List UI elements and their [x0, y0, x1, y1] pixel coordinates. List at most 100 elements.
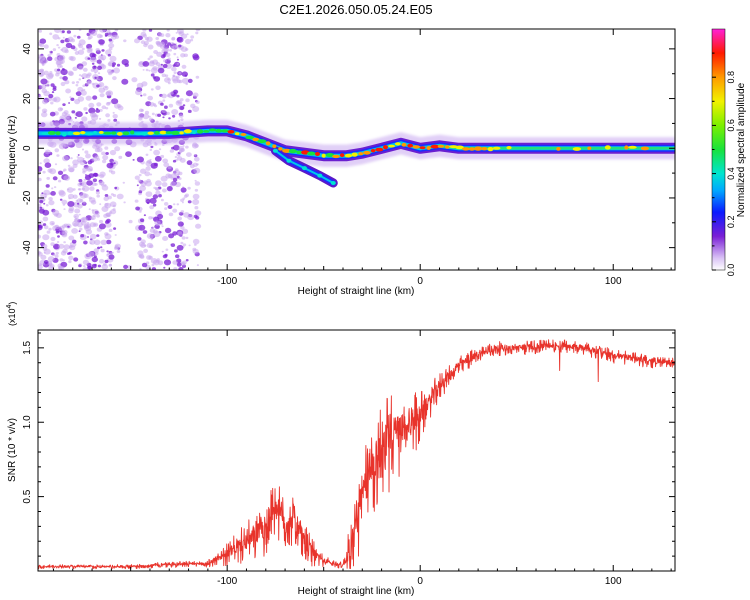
noise-speck [192, 248, 199, 254]
hotspot [134, 132, 143, 136]
noise-speck [155, 85, 161, 91]
noise-speck [181, 33, 188, 39]
snr-y-tick-label: 0.5 [22, 489, 33, 503]
noise-speck [48, 265, 54, 270]
noise-speck [84, 150, 89, 154]
noise-speck [97, 246, 101, 250]
noise-speck [63, 175, 71, 181]
noise-speck [140, 168, 147, 174]
noise-speck [68, 206, 75, 212]
noise-speck [87, 57, 91, 60]
noise-speck [43, 251, 46, 254]
hotspot [412, 145, 420, 149]
noise-speck [114, 29, 119, 32]
noise-speck [89, 239, 96, 245]
snr-x-axis-label: Height of straight line (km) [298, 586, 415, 597]
noise-speck [180, 261, 184, 264]
noise-speck [78, 188, 82, 191]
hotspot [61, 132, 67, 137]
noise-speck [56, 59, 63, 66]
colorbar: 0.0 0.2 0.4 0.6 0.8 Normalized spectral ampl… [711, 28, 747, 277]
noise-speck [123, 201, 126, 204]
noise-speck [177, 78, 180, 81]
noise-speck [168, 117, 171, 120]
noise-speck [134, 199, 139, 203]
branch-hotspot [317, 173, 323, 178]
noise-speck [185, 90, 193, 97]
noise-speck [146, 159, 152, 164]
noise-speck [178, 177, 182, 180]
noise-speck [38, 177, 42, 182]
branch-hotspot [330, 181, 336, 185]
noise-speck [89, 112, 97, 118]
noise-speck [190, 35, 195, 39]
noise-speck [86, 165, 93, 172]
noise-speck [194, 210, 202, 216]
hotspot [332, 154, 340, 159]
noise-speck [40, 84, 47, 90]
noise-speck [165, 52, 171, 58]
colorbar-tick-label: 0.2 [726, 216, 736, 229]
noise-speck [50, 101, 54, 105]
noise-speck [170, 243, 176, 248]
noise-speck [156, 258, 160, 261]
snr-frame [37, 329, 676, 572]
noise-speck [123, 264, 129, 269]
hotspot [221, 129, 229, 133]
noise-speck [171, 75, 179, 82]
x-tick-label: 0 [417, 276, 423, 287]
noise-speck [155, 180, 162, 187]
noise-speck [102, 182, 105, 184]
hotspot [227, 130, 235, 134]
noise-speck [105, 212, 111, 217]
noise-speck [146, 36, 153, 42]
noise-speck [153, 230, 161, 238]
hotspot [215, 128, 223, 133]
noise-speck [179, 105, 185, 111]
noise-speck [106, 162, 114, 169]
hotspot [325, 153, 335, 157]
noise-speck [167, 205, 173, 209]
noise-speck [58, 243, 65, 249]
noise-speck [62, 36, 65, 39]
noise-speck [155, 190, 161, 195]
noise-speck [185, 236, 189, 240]
noise-speck [60, 48, 63, 51]
noise-speck [178, 72, 182, 75]
noise-speck [59, 76, 63, 80]
noise-speck [169, 49, 172, 52]
noise-speck [149, 205, 155, 210]
hotspot [358, 152, 364, 156]
snr-y-axis-label: SNR (10 * v/v) [7, 418, 18, 482]
noise-speck [96, 145, 100, 149]
noise-speck [149, 102, 155, 107]
colorbar-label: Normalized spectral amplitude [736, 82, 747, 217]
noise-speck [43, 260, 49, 264]
noise-speck [72, 159, 79, 166]
noise-speck [164, 207, 168, 211]
noise-speck [164, 202, 169, 206]
noise-speck [38, 234, 42, 239]
snr-x-tick-label: 100 [605, 576, 622, 587]
noise-speck [182, 145, 185, 147]
hotspot [640, 146, 650, 151]
hotspot [474, 146, 482, 151]
noise-speck [140, 109, 144, 112]
noise-speck [94, 183, 98, 186]
noise-speck [176, 62, 180, 65]
noise-speck [67, 70, 74, 76]
noise-speck [173, 169, 181, 176]
noise-speck [102, 58, 105, 61]
noise-speck [98, 117, 102, 120]
noise-speck [172, 144, 180, 151]
noise-speck [66, 30, 71, 34]
noise-speck [60, 81, 66, 87]
noise-speck [185, 145, 189, 149]
noise-speck [81, 47, 85, 51]
noise-speck [146, 233, 154, 240]
colorbar-tick-label: 0.0 [726, 264, 736, 277]
snr-scale-exponent: 4 [6, 304, 13, 308]
noise-speck [176, 94, 180, 98]
noise-speck [43, 158, 50, 164]
hotspot [604, 145, 611, 150]
